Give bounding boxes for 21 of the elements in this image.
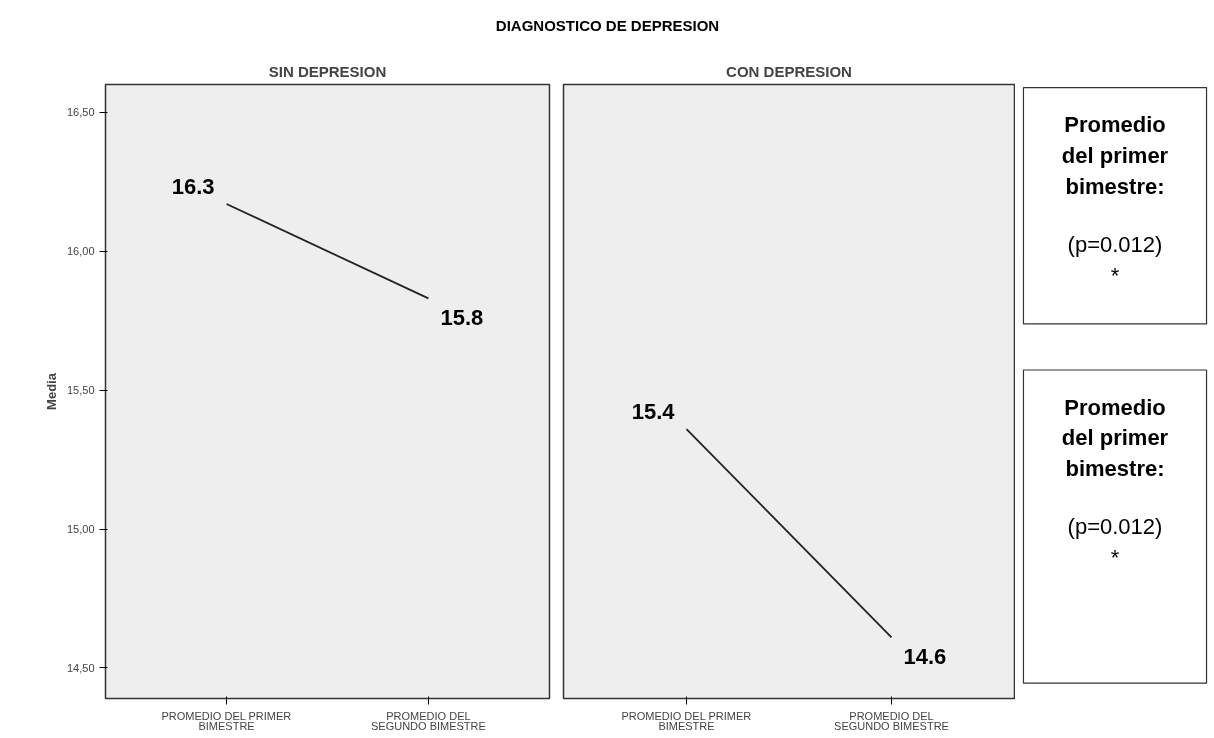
y-axis-title: Media bbox=[43, 372, 59, 410]
chart-subtitle: CON DEPRESION bbox=[726, 62, 852, 80]
chart-subtitle: SIN DEPRESION bbox=[268, 62, 387, 80]
y-tick-label: 14,50 bbox=[66, 661, 95, 674]
text: DIAGNOSTICO DE DEPRESION bbox=[495, 16, 720, 34]
y-tick-label: 16,50 bbox=[66, 106, 95, 119]
text: Promedio del primer bimestre: bbox=[1061, 112, 1169, 199]
y-tick-label: 15,50 bbox=[66, 384, 95, 397]
text: Promedio del primer bimestre: bbox=[1061, 394, 1169, 481]
annotation: 14.6 bbox=[903, 644, 947, 670]
x-tick-label: PROMEDIO DEL PRIMER BIMESTRE bbox=[161, 709, 292, 733]
annotation: 15.4 bbox=[631, 399, 676, 425]
annotation: 15.8 bbox=[440, 305, 484, 331]
y-tick-label: 16,00 bbox=[66, 245, 95, 258]
x-tick-label: PROMEDIO DEL PRIMER BIMESTRE bbox=[621, 709, 752, 733]
text: (p=0.012) * bbox=[1067, 514, 1163, 570]
y-tick-label: 15,00 bbox=[66, 523, 95, 536]
text: (p=0.012) * bbox=[1067, 231, 1163, 288]
annotation: 16.3 bbox=[171, 173, 215, 199]
x-tick-label: PROMEDIO DEL SEGUNDO BIMESTRE bbox=[834, 709, 949, 733]
x-tick-label: PROMEDIO DEL SEGUNDO BIMESTRE bbox=[370, 709, 486, 733]
